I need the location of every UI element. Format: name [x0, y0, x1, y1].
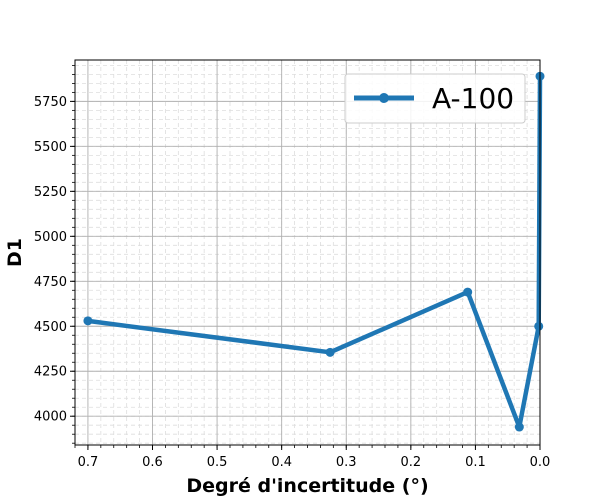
data-point: [83, 316, 93, 326]
y-tick-label: 5000: [34, 230, 67, 245]
x-tick-label: 0.5: [207, 455, 228, 470]
x-tick-label: 0.2: [400, 455, 421, 470]
data-point: [325, 347, 335, 357]
data-point: [534, 321, 544, 331]
x-tick-label: 0.3: [336, 455, 357, 470]
x-axis-label: Degré d'incertitude (°): [186, 475, 428, 497]
data-point: [514, 422, 524, 432]
y-tick-label: 5500: [34, 140, 67, 155]
x-tick-label: 0.4: [271, 455, 292, 470]
series-line-0: [87, 76, 543, 430]
y-tick-label: 4750: [34, 275, 67, 290]
legend-marker-swatch: [379, 93, 389, 103]
x-tick-label: 0.1: [465, 455, 486, 470]
legend: A-100: [344, 73, 526, 124]
tick-labels: 0.7 0.6 0.5 0.4 0.3 0.2 0.1 0.0 4000 4250 4500 4750…: [34, 95, 550, 470]
y-tick-label: 5250: [34, 185, 67, 200]
x-tick-label: 0.7: [78, 455, 99, 470]
x-tick-label: 0.6: [142, 455, 163, 470]
axis-ticks: [70, 64, 541, 450]
series-layer: [83, 71, 545, 432]
legend-entry-label: A-100: [432, 82, 514, 115]
legend-box: [344, 73, 526, 124]
y-tick-label: 4500: [34, 320, 67, 335]
data-point: [463, 287, 473, 297]
y-tick-label: 5750: [34, 95, 67, 110]
y-tick-label: 4250: [34, 365, 67, 380]
y-axis-label: D1: [4, 238, 26, 267]
x-tick-label: 0.0: [530, 455, 551, 470]
y-tick-label: 4000: [34, 410, 67, 425]
